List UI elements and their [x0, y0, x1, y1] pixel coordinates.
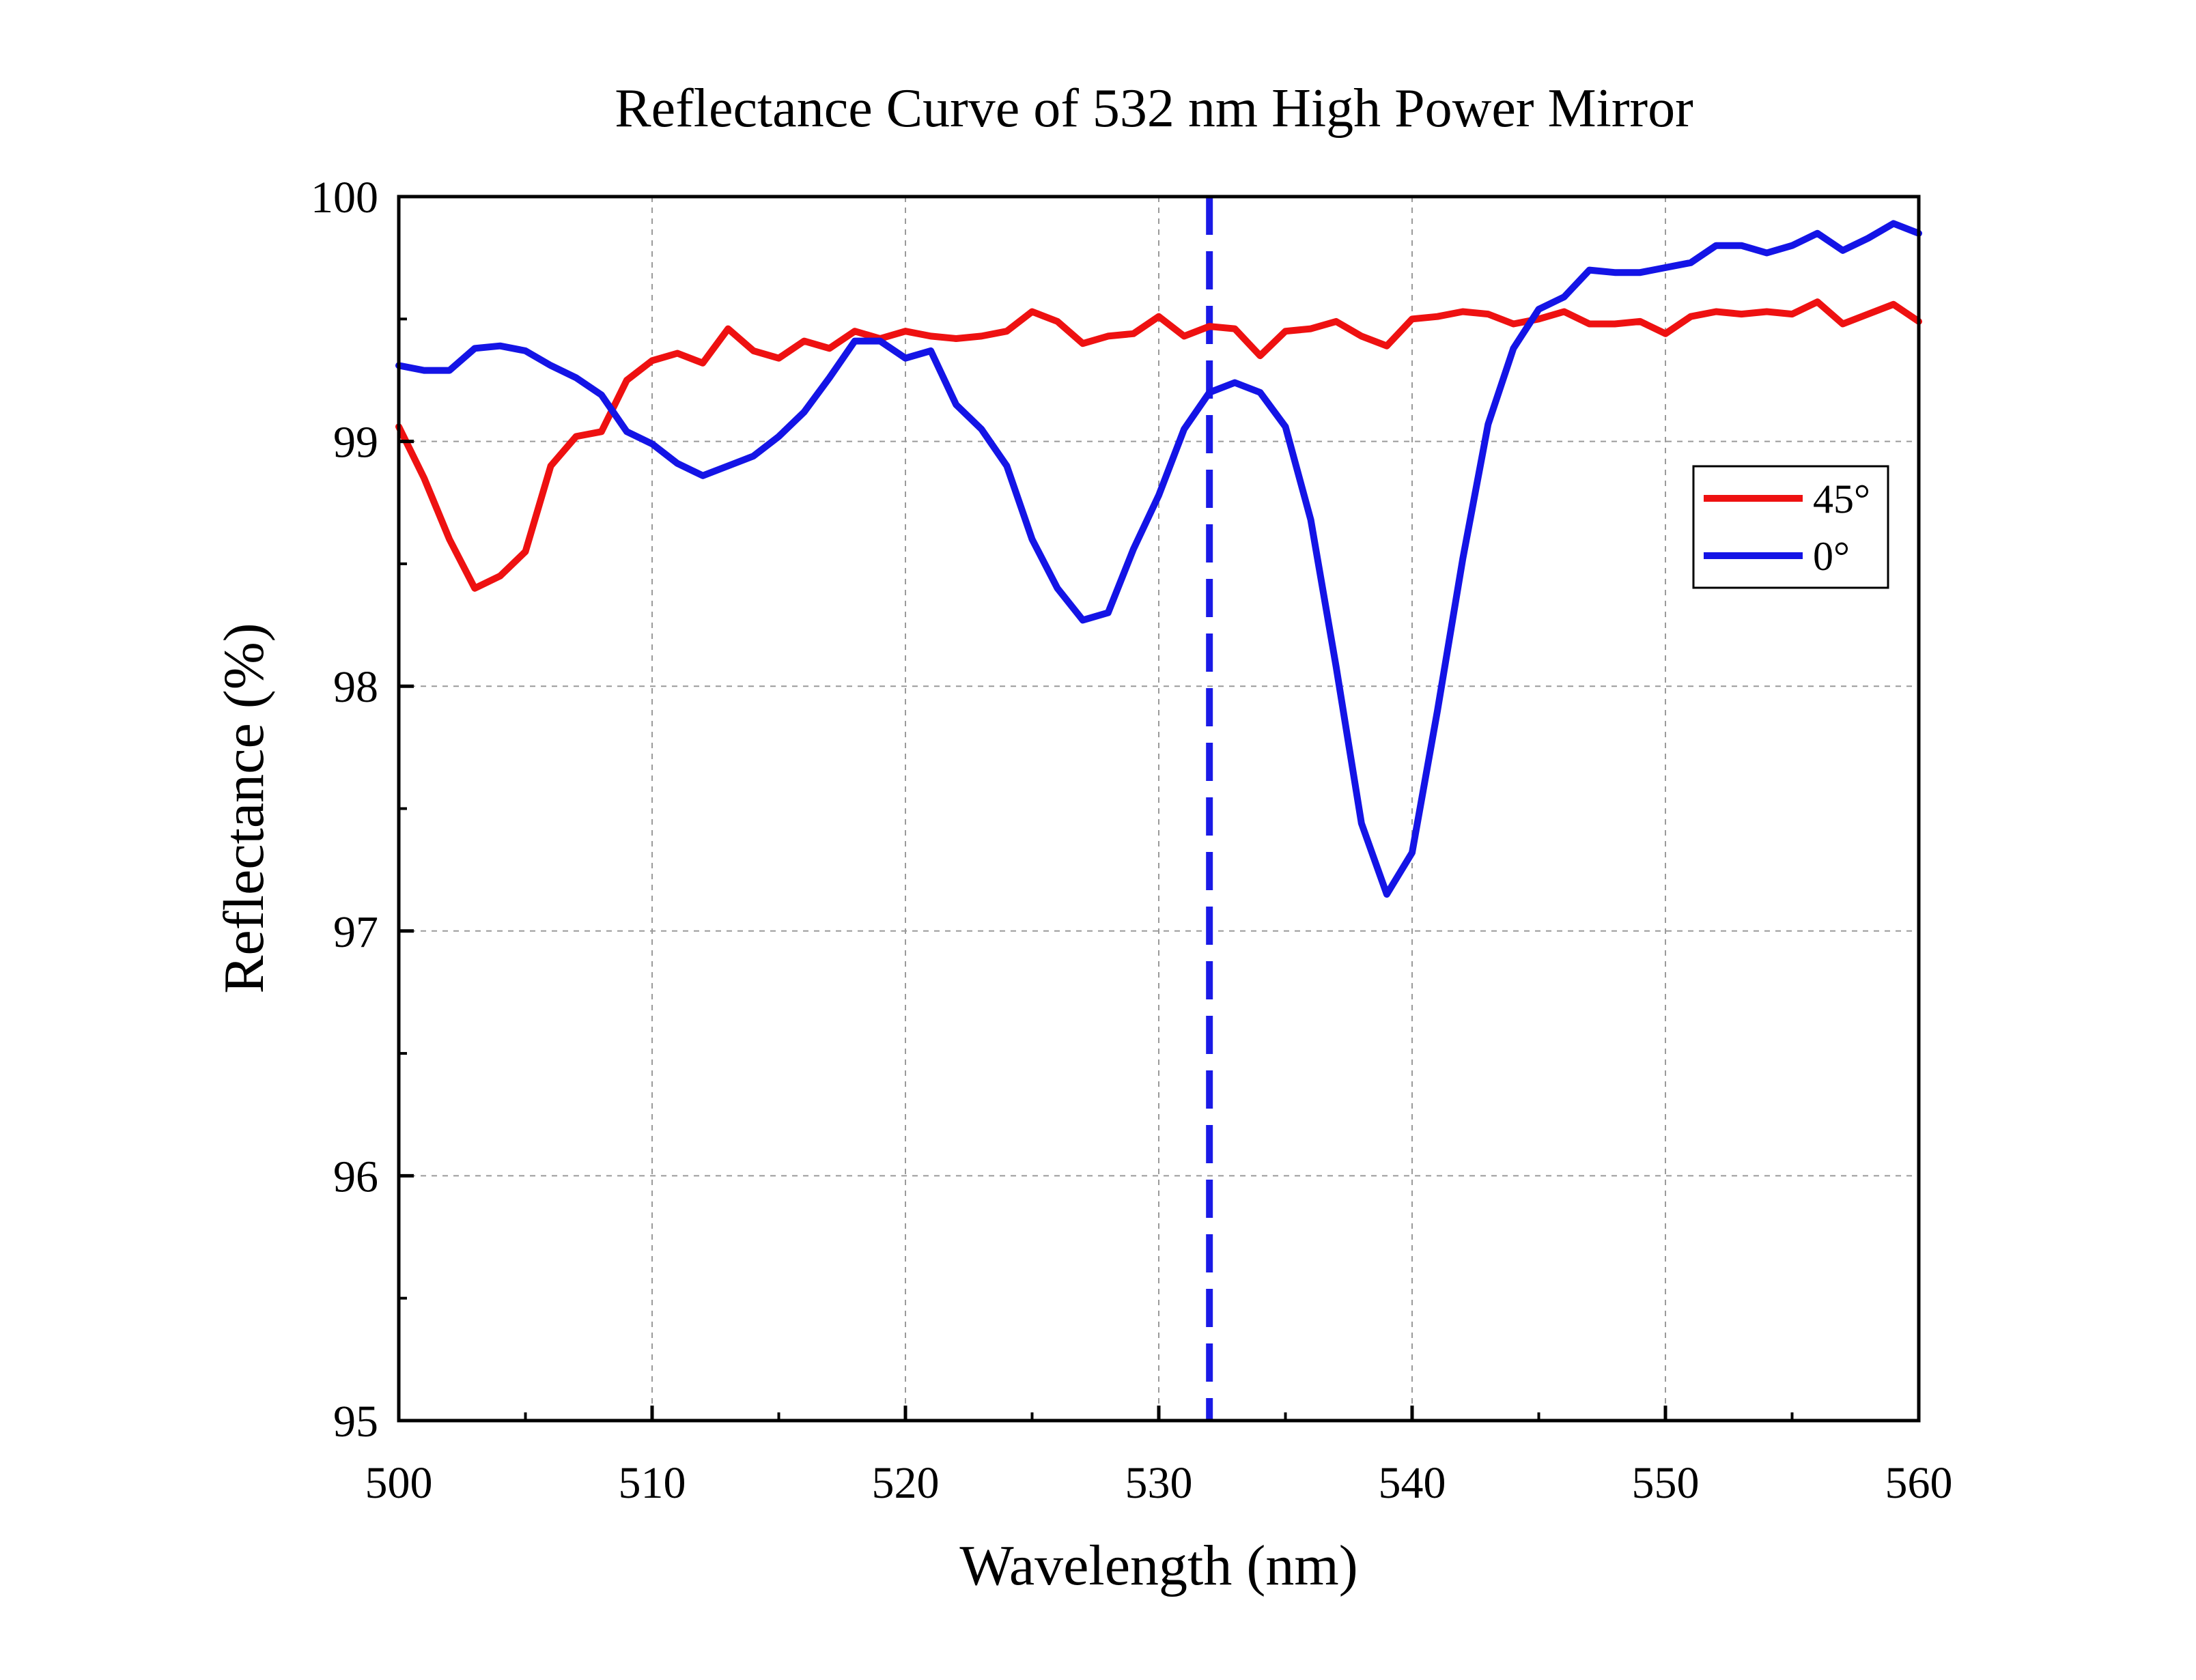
series-line-b	[395, 220, 1922, 898]
x-tick-label: 520	[872, 1458, 940, 1508]
series-layer	[395, 220, 1922, 898]
x-tick-label: 560	[1885, 1458, 1953, 1508]
series-line-a	[395, 298, 1922, 592]
axis-ticks	[397, 195, 1921, 1423]
legend-box	[1692, 465, 1889, 589]
x-tick-labels: 500 510 520 530 540 550 560	[365, 1458, 1953, 1508]
y-tick-label: 97	[333, 907, 378, 957]
y-tick-labels: 95 96 97 98 99 100	[311, 173, 378, 1447]
y-tick-label: 99	[333, 418, 378, 468]
legend-label: 0°	[1813, 534, 1850, 579]
legend-label: 45°	[1813, 476, 1870, 522]
legend: 45°0°	[1692, 465, 1889, 589]
x-tick-label: 510	[619, 1458, 686, 1508]
y-tick-label: 95	[333, 1397, 378, 1447]
x-tick-label: 530	[1125, 1458, 1193, 1508]
y-tick-label: 100	[311, 173, 378, 223]
chart-title: Reflectance Curve of 532 nm High Power M…	[615, 79, 1693, 139]
x-tick-label: 540	[1379, 1458, 1446, 1508]
x-tick-label: 500	[365, 1458, 433, 1508]
y-tick-label: 96	[333, 1152, 378, 1201]
x-axis-label: Wavelength (nm)	[959, 1534, 1357, 1597]
x-tick-label: 550	[1632, 1458, 1700, 1508]
y-axis-label: Reflectance (%)	[212, 623, 276, 993]
y-tick-label: 98	[333, 662, 378, 712]
